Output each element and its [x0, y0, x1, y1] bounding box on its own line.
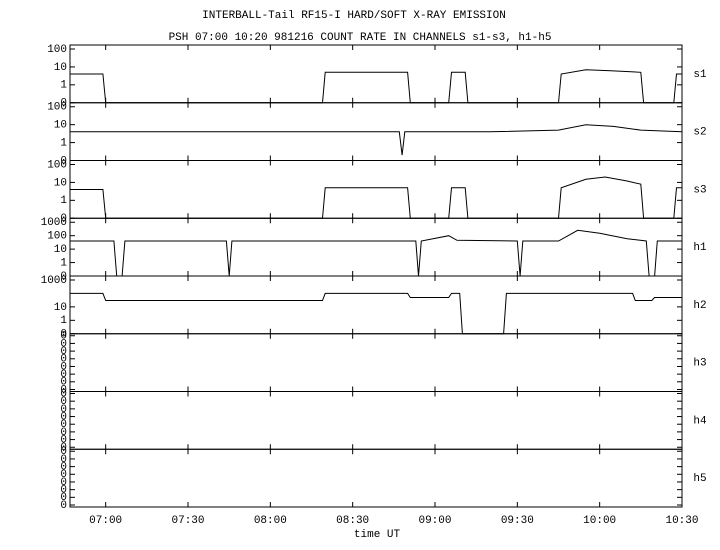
y-tick-label: 0 [60, 361, 67, 373]
panel-label: h2 [693, 300, 706, 312]
x-tick-label: 09:30 [501, 515, 534, 527]
y-tick-label: 0 [60, 388, 67, 400]
y-tick-label: 1 [60, 315, 67, 327]
y-tick-label: 0 [60, 404, 67, 416]
panel-label: h5 [693, 473, 706, 485]
y-tick-label: 1 [60, 137, 67, 149]
y-tick-label: 0 [60, 354, 67, 366]
y-tick-label: 0 [60, 331, 67, 343]
y-tick-label: 0 [60, 346, 67, 358]
x-axis-label: time UT [354, 529, 401, 541]
y-tick-label: 0 [60, 98, 67, 110]
y-tick-label: 0 [60, 500, 67, 512]
y-tick-label: 0 [60, 469, 67, 481]
y-tick-label: 0 [60, 427, 67, 439]
y-tick-label: 0 [60, 396, 67, 408]
chart-subtitle: PSH 07:00 10:20 981216 COUNT RATE IN CHA… [169, 32, 552, 44]
data-line [70, 176, 682, 219]
y-tick-label: 1000 [41, 217, 67, 229]
y-tick-label: 100 [47, 102, 67, 114]
y-tick-label: 0 [60, 434, 67, 446]
y-tick-label: 0 [60, 477, 67, 489]
y-tick-label: 0 [60, 492, 67, 504]
data-line [70, 292, 682, 335]
panel-frame [69, 275, 683, 335]
x-tick-label: 08:30 [336, 515, 369, 527]
panel-frame [69, 44, 683, 104]
y-tick-label: 100 [47, 44, 67, 56]
y-tick-label: 10 [54, 302, 67, 314]
y-tick-label: 0 [60, 419, 67, 431]
y-tick-label: 10 [54, 120, 67, 132]
y-tick-label: 1 [60, 80, 67, 92]
panel-frame [69, 160, 683, 219]
y-tick-label: 0 [60, 442, 67, 454]
x-tick-label: 07:30 [172, 515, 205, 527]
chart-title: INTERBALL-Tail RF15-I HARD/SOFT X-RAY EM… [202, 10, 506, 22]
x-tick-label: 07:00 [89, 515, 122, 527]
data-line [70, 69, 682, 104]
panel-frame [69, 448, 683, 508]
y-tick-label: 0 [60, 377, 67, 389]
y-tick-label: 0 [60, 271, 67, 283]
y-tick-label: 0 [60, 462, 67, 474]
y-tick-label: 1 [60, 195, 67, 207]
y-tick-label: 10 [54, 177, 67, 189]
y-tick-label: 0 [60, 485, 67, 497]
panel-label: s1 [693, 69, 707, 81]
x-tick-label: 10:00 [583, 515, 616, 527]
x-tick-label: 08:00 [254, 515, 287, 527]
panel-label: h4 [693, 415, 707, 427]
panel-label: h1 [693, 242, 707, 254]
y-tick-label: 100 [47, 159, 67, 171]
y-tick-label: 100 [47, 231, 67, 243]
y-tick-label: 0 [60, 454, 67, 466]
y-tick-label: 1 [60, 257, 67, 269]
panel-label: s2 [693, 127, 706, 139]
panel-label: h3 [693, 358, 706, 370]
data-line [70, 124, 683, 156]
x-tick-label: 10:30 [665, 515, 698, 527]
panel-frame [69, 217, 683, 277]
data-line [70, 229, 682, 277]
y-tick-label: 10 [54, 244, 67, 256]
y-tick-label: 0 [60, 384, 67, 396]
panel-frame [69, 391, 683, 450]
y-tick-label: 0 [60, 213, 67, 225]
y-tick-label: 0 [60, 338, 67, 350]
panel-label: s3 [693, 184, 706, 196]
y-tick-label: 1000 [41, 275, 67, 287]
x-tick-label: 09:00 [418, 515, 451, 527]
y-tick-label: 0 [60, 329, 67, 341]
y-tick-label: 10 [54, 62, 67, 74]
y-tick-label: 0 [60, 411, 67, 423]
y-tick-label: 0 [60, 369, 67, 381]
y-tick-label: 0 [60, 155, 67, 167]
panel-frame [69, 333, 683, 392]
y-tick-label: 0 [60, 446, 67, 458]
